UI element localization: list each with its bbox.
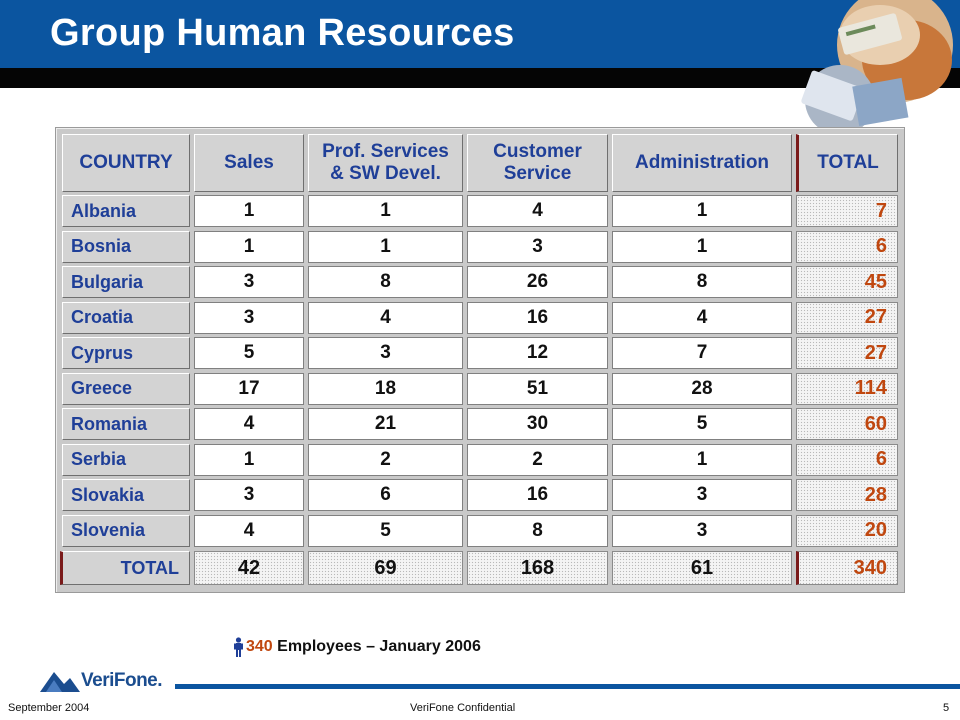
value-cell: 2 (308, 443, 463, 476)
country-cell: Greece (62, 372, 190, 405)
value-cell: 21 (308, 408, 463, 440)
country-cell: Slovenia (62, 514, 190, 547)
value-cell: 17 (194, 372, 304, 405)
value-cell: 4 (308, 301, 463, 334)
total-customer-service: 168 (467, 551, 608, 585)
value-cell: 28 (612, 372, 792, 405)
value-cell: 1 (612, 443, 792, 476)
column-header-country: COUNTRY (62, 134, 190, 192)
person-icon (234, 637, 243, 657)
value-cell: 3 (612, 479, 792, 511)
page-title: Group Human Resources (50, 12, 515, 54)
value-cell: 8 (467, 514, 608, 547)
value-cell: 4 (612, 301, 792, 334)
value-cell: 4 (194, 514, 304, 547)
hr-table: COUNTRY Sales Prof. Services & SW Devel.… (55, 127, 905, 593)
footer-confidential: VeriFone Confidential (410, 702, 516, 714)
value-cell: 5 (308, 514, 463, 547)
header-bar (0, 0, 960, 68)
employee-summary: 340 Employees – January 2006 (233, 637, 481, 657)
value-cell: 2 (467, 443, 608, 476)
country-cell: Cyprus (62, 337, 190, 369)
header-underline (0, 68, 960, 88)
column-header-customer-service: Customer Service (467, 134, 608, 192)
value-cell: 3 (308, 337, 463, 369)
value-cell: 1 (308, 195, 463, 227)
value-cell: 3 (467, 230, 608, 263)
value-cell: 6 (308, 479, 463, 511)
value-cell: 1 (612, 230, 792, 263)
header-photo (801, 0, 953, 130)
value-cell: 1 (194, 230, 304, 263)
row-total-cell: 60 (796, 408, 898, 440)
value-cell: 3 (194, 266, 304, 298)
value-cell: 1 (194, 443, 304, 476)
value-cell: 8 (308, 266, 463, 298)
column-header-total: TOTAL (796, 134, 898, 192)
value-cell: 4 (194, 408, 304, 440)
value-cell: 1 (308, 230, 463, 263)
row-total-cell: 27 (796, 337, 898, 369)
value-cell: 16 (467, 479, 608, 511)
row-total-cell: 6 (796, 443, 898, 476)
employee-count: 340 (246, 638, 273, 655)
country-cell: Bulgaria (62, 266, 190, 298)
value-cell: 18 (308, 372, 463, 405)
footer-date: September 2004 (8, 702, 90, 714)
country-cell: Albania (62, 195, 190, 227)
total-row-label: TOTAL (60, 551, 190, 585)
verifone-logo-mark (40, 672, 80, 692)
value-cell: 30 (467, 408, 608, 440)
row-total-cell: 28 (796, 479, 898, 511)
verifone-logo: VeriFone. (40, 668, 163, 694)
value-cell: 3 (612, 514, 792, 547)
column-header-prof-services: Prof. Services & SW Devel. (308, 134, 463, 192)
total-administration: 61 (612, 551, 792, 585)
total-sales: 42 (194, 551, 304, 585)
column-header-administration: Administration (612, 134, 792, 192)
logo-text: VeriFone. (81, 670, 163, 691)
row-total-cell: 114 (796, 372, 898, 405)
value-cell: 5 (612, 408, 792, 440)
country-cell: Bosnia (62, 230, 190, 263)
value-cell: 5 (194, 337, 304, 369)
value-cell: 3 (194, 301, 304, 334)
country-cell: Serbia (62, 443, 190, 476)
employee-text: Employees – January 2006 (277, 638, 481, 655)
value-cell: 8 (612, 266, 792, 298)
value-cell: 12 (467, 337, 608, 369)
page-number: 5 (943, 702, 950, 714)
value-cell: 7 (612, 337, 792, 369)
country-cell: Croatia (62, 301, 190, 334)
value-cell: 1 (194, 195, 304, 227)
grand-total: 340 (796, 551, 898, 585)
value-cell: 1 (612, 195, 792, 227)
country-cell: Romania (62, 408, 190, 440)
row-total-cell: 20 (796, 514, 898, 547)
value-cell: 51 (467, 372, 608, 405)
row-total-cell: 7 (796, 195, 898, 227)
row-total-cell: 45 (796, 266, 898, 298)
value-cell: 16 (467, 301, 608, 334)
footer-line (175, 684, 960, 689)
value-cell: 4 (467, 195, 608, 227)
row-total-cell: 6 (796, 230, 898, 263)
value-cell: 3 (194, 479, 304, 511)
total-prof-services: 69 (308, 551, 463, 585)
value-cell: 26 (467, 266, 608, 298)
row-total-cell: 27 (796, 301, 898, 334)
column-header-sales: Sales (194, 134, 304, 192)
country-cell: Slovakia (62, 479, 190, 511)
